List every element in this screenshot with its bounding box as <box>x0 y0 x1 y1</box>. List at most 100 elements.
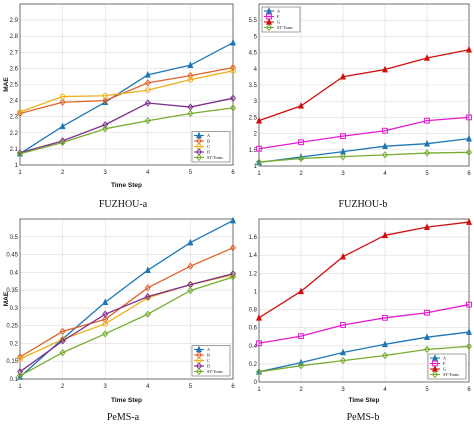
plot-frame <box>19 218 234 380</box>
y-tick-label: 0.8 <box>249 308 258 314</box>
data-point <box>102 320 109 327</box>
data-point <box>59 93 66 100</box>
legend-label: D <box>207 364 210 369</box>
legend-label: ST-Trans <box>207 369 223 374</box>
series-line <box>258 221 470 319</box>
data-point <box>466 301 472 308</box>
series-line <box>19 66 234 115</box>
series-st-trans <box>255 342 473 376</box>
data-point <box>187 71 194 80</box>
series-line <box>19 273 234 373</box>
x-tick-label: 3 <box>104 170 108 176</box>
plot-frame <box>19 3 234 166</box>
caption-pems-b: PeMS-b <box>346 412 380 423</box>
y-tick-label: 2.2 <box>10 131 19 137</box>
y-tick-label: 2.5 <box>10 83 19 89</box>
y-tick-label: 4 <box>254 67 258 73</box>
legend-label: ST-Trans <box>207 155 223 160</box>
legend-label: C <box>207 144 210 149</box>
data-point <box>16 149 24 157</box>
data-point <box>229 216 237 224</box>
data-point <box>59 337 66 345</box>
y-tick-label: 5.5 <box>249 18 258 24</box>
y-tick-label: 2.7 <box>10 50 19 56</box>
data-point <box>423 139 431 147</box>
data-point <box>465 148 473 157</box>
y-tick-label: 0.2 <box>10 341 19 347</box>
legend-label: B <box>207 139 210 144</box>
data-point <box>339 348 347 356</box>
y-tick-label: 0.5 <box>10 235 19 241</box>
x-tick-label: 1 <box>257 171 261 177</box>
data-point <box>423 54 431 61</box>
data-point <box>229 63 237 72</box>
data-point <box>382 127 388 134</box>
data-point <box>16 109 24 118</box>
chart-fuzhou-a: 1 2 3 4 5 6 1 2.1 2.2 2.3 2.4 2.5 2.6 2.7 2.8 2.9 Time S… <box>3 3 237 189</box>
data-point <box>423 149 431 157</box>
y-tick-label: 0.35 <box>6 288 18 294</box>
legend-label: F <box>277 14 280 19</box>
data-point <box>381 351 389 360</box>
legend-label: B <box>207 353 210 358</box>
series-line <box>258 151 470 163</box>
series-line <box>19 70 234 113</box>
data-point <box>256 340 262 347</box>
caption-fuzhou-b: FUZHOU-b <box>338 199 388 210</box>
data-point <box>424 309 430 316</box>
y-tick-label: 1 <box>254 289 258 295</box>
data-point <box>339 72 347 80</box>
legend-label: A <box>277 9 281 14</box>
series-g <box>255 218 473 321</box>
plot-frame <box>258 3 470 167</box>
y-tick-label: 2.6 <box>10 66 19 72</box>
data-point <box>298 139 304 146</box>
data-point <box>465 218 473 225</box>
data-point <box>144 284 151 292</box>
data-point <box>340 322 346 328</box>
data-point <box>17 356 23 362</box>
data-point <box>339 252 347 260</box>
series-g <box>255 45 473 124</box>
data-point <box>423 333 431 340</box>
chart-pems-b: 1 2 3 4 5 6 0 0.2 0.4 0.6 0.8 1 1.2 1.4 1.6 Time Step AF… <box>249 218 473 404</box>
data-point <box>298 333 304 340</box>
series-st-trans <box>16 104 237 158</box>
grid <box>20 4 233 165</box>
chart-pems-a: 1 2 3 4 5 6 0.1 0.15 0.2 0.25 0.3 0.35 0.4 0.45 0.5 Tim… <box>3 216 237 404</box>
data-point <box>144 99 151 107</box>
x-tick-label: 2 <box>61 384 65 390</box>
data-point <box>144 117 151 125</box>
y-tick-label: 0.15 <box>6 359 18 365</box>
data-point <box>465 328 473 335</box>
series-line <box>19 42 234 155</box>
x-tick-label: 1 <box>18 170 22 176</box>
y-tick-label: 5 <box>254 34 258 40</box>
y-tick-label: 0.3 <box>10 306 19 312</box>
data-point <box>144 292 151 301</box>
data-point <box>229 244 237 252</box>
data-point <box>144 266 151 274</box>
series-f <box>256 301 472 347</box>
data-point <box>255 158 263 166</box>
x-tick-label: 6 <box>231 170 235 176</box>
data-point <box>16 368 24 376</box>
series-a <box>16 38 237 157</box>
y-axis-label: MAE <box>3 291 10 306</box>
data-point <box>102 310 109 318</box>
x-tick-label: 4 <box>146 170 150 176</box>
data-point <box>59 327 66 336</box>
x-tick-label: 6 <box>231 384 235 390</box>
data-point <box>187 238 194 246</box>
data-point <box>229 104 237 112</box>
y-tick-label: 0.1 <box>10 377 19 383</box>
data-point <box>381 340 389 348</box>
legend-label: ST-Trans <box>277 25 293 30</box>
data-point <box>229 270 237 278</box>
y-tick-label: 0.4 <box>249 344 258 350</box>
y-tick-label: 1.6 <box>249 235 258 241</box>
data-point <box>17 108 23 115</box>
